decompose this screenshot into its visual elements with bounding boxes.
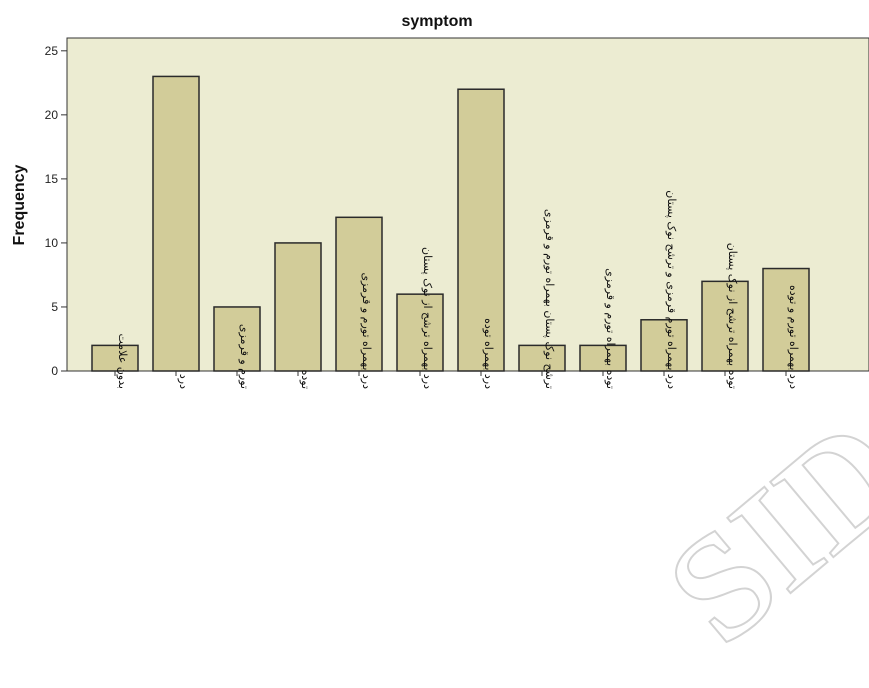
x-tick-label: درد بهمراه تورم قرمزی و ترشح نوک پستان [665, 190, 678, 389]
watermark-logo: SID [636, 386, 869, 676]
x-tick-label: توده [299, 370, 312, 389]
bar [762, 267, 810, 372]
bars [91, 75, 810, 372]
x-tick-label: تورم و قرمزی [238, 324, 251, 389]
bar [457, 88, 505, 372]
bar [274, 242, 322, 372]
bar [701, 280, 749, 372]
x-tick-label: توده بهمراه تورم و قرمزی [604, 268, 617, 389]
x-tick-label: درد بهمراه تورم و توده [787, 285, 800, 389]
bar [91, 344, 139, 372]
y-tick-label: 5 [51, 300, 58, 314]
x-tick-label: درد [177, 374, 190, 389]
x-axis-labels: بدون علامت درد تورم و قرمزی توده درد بهمراه … [114, 190, 800, 389]
y-axis-label: Frequency [11, 164, 28, 245]
bar [640, 319, 688, 372]
bar [152, 75, 200, 372]
x-tick-label: درد بهمراه ترشح از نوک پستان [421, 247, 434, 389]
bar [518, 344, 566, 372]
y-tick-label: 25 [45, 44, 59, 58]
bar [396, 293, 444, 372]
y-tick-label: 15 [45, 172, 59, 186]
bar [335, 216, 383, 372]
x-tick-label: بدون علامت [116, 333, 129, 389]
x-tick-label: ترشح نوک پستان بهمراه تورم و قرمزی [543, 209, 556, 389]
y-tick-label: 0 [51, 364, 58, 378]
y-tick-label: 20 [45, 108, 59, 122]
x-tick-label: توده بهمراه ترشح از نوک پستان [726, 243, 739, 389]
x-tick-label: درد بهمراه توده [482, 318, 495, 389]
y-tick-label: 10 [45, 236, 59, 250]
x-tick-label: درد بهمراه تورم و قرمزی [360, 272, 373, 389]
bar [213, 306, 261, 372]
svg-text:SID: SID [637, 387, 869, 675]
chart-title: symptom [401, 13, 472, 30]
bar [579, 344, 627, 372]
y-axis: 0 5 10 15 20 25 [45, 38, 68, 378]
